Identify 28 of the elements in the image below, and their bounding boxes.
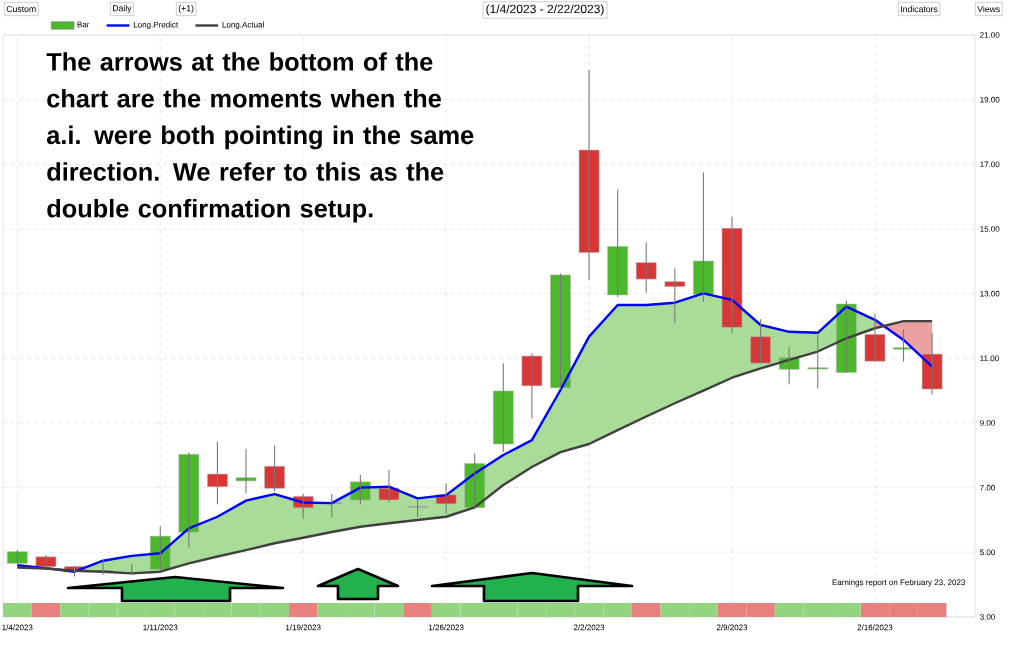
x-tick-label: 1/19/2023 [285, 624, 321, 631]
text: Daily [112, 4, 132, 14]
x-tick-label: 1/26/2023 [428, 624, 464, 631]
legend-label: Long.Predict [133, 21, 179, 30]
legend-label: Bar [77, 21, 90, 28]
x-tick-label: 1/4/2023 [2, 624, 33, 631]
annotation: Earnings report on February 23, 2023 [832, 579, 966, 587]
legend-label: Long.Actual [222, 21, 264, 30]
y-tick-label: 9.00 [980, 420, 995, 426]
y-tick-label: 13.00 [980, 290, 1000, 297]
chart-title: (1/4/2023 - 2/22/2023) [486, 4, 604, 16]
y-tick-label: 7.00 [980, 484, 995, 491]
y-tick-label: 3.00 [980, 614, 995, 620]
x-tick-label: 2/16/2023 [857, 624, 893, 631]
text: Custom [6, 5, 36, 13]
x-tick-label: 1/11/2023 [143, 624, 178, 631]
x-tick-label: 2/9/2023 [716, 624, 748, 631]
y-tick-label: 21.00 [980, 32, 1000, 38]
y-tick-label: 17.00 [980, 161, 1000, 168]
x-tick-label: 2/2/2023 [573, 624, 605, 631]
y-tick-label: 5.00 [980, 549, 995, 556]
annotation: The arrows at the bottom of the chart are the moments when the a.i. were both pointing in the same direction. We refer to this as the double confirmation setup. [46, 52, 474, 223]
text: Views [977, 5, 1000, 13]
text: (+1) [178, 4, 194, 14]
y-tick-label: 19.00 [980, 96, 1000, 103]
text: Indicators [901, 5, 938, 13]
y-tick-label: 15.00 [980, 226, 1000, 232]
y-tick-label: 11.00 [980, 355, 999, 362]
